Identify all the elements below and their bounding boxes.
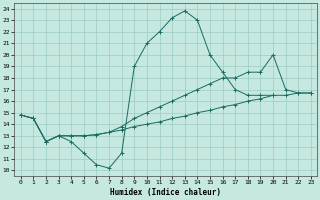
X-axis label: Humidex (Indice chaleur): Humidex (Indice chaleur)	[110, 188, 221, 197]
